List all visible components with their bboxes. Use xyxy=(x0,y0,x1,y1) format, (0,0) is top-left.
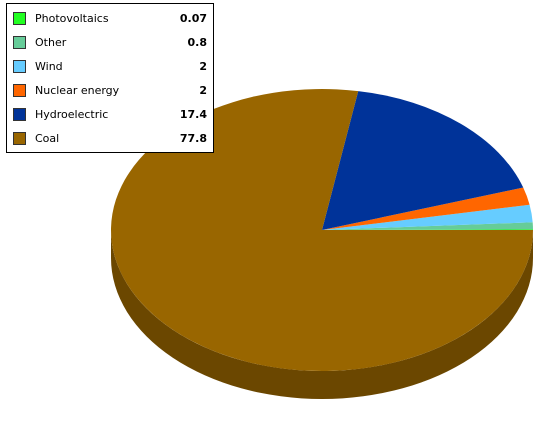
legend-value: 0.8 xyxy=(187,36,208,49)
legend-value: 17.4 xyxy=(179,108,207,121)
legend-item-other: Other 0.8 xyxy=(13,34,207,52)
legend-item-coal: Coal 77.8 xyxy=(13,130,207,148)
legend-label: Hydroelectric xyxy=(35,108,109,121)
legend-swatch xyxy=(13,108,26,121)
legend-item-hydroelectric: Hydroelectric 17.4 xyxy=(13,106,207,124)
legend-swatch xyxy=(13,132,26,145)
pie-slice-photovoltaics[interactable] xyxy=(322,229,533,230)
legend: Photovoltaics 0.07 Other 0.8 Wind 2 Nuclear en… xyxy=(6,3,214,153)
pie-slice-coal[interactable] xyxy=(111,89,533,371)
pie-side-coal xyxy=(111,230,533,399)
legend-swatch xyxy=(13,84,26,97)
legend-item-wind: Wind 2 xyxy=(13,58,207,76)
pie-slice-other[interactable] xyxy=(322,222,533,230)
pie-side-layer xyxy=(111,230,533,399)
legend-item-nuclear-energy: Nuclear energy 2 xyxy=(13,82,207,100)
pie-slice-nuclear-energy[interactable] xyxy=(322,187,530,230)
pie-slice-hydroelectric[interactable] xyxy=(322,91,524,230)
legend-value: 77.8 xyxy=(179,132,207,145)
legend-item-photovoltaics: Photovoltaics 0.07 xyxy=(13,10,207,28)
legend-value: 0.07 xyxy=(179,12,207,25)
legend-swatch xyxy=(13,36,26,49)
legend-label: Wind xyxy=(35,60,63,73)
legend-label: Coal xyxy=(35,132,60,145)
legend-label: Photovoltaics xyxy=(35,12,109,25)
legend-label: Nuclear energy xyxy=(35,84,120,97)
pie-top-layer xyxy=(111,89,533,371)
legend-value: 2 xyxy=(199,84,207,97)
pie-slice-wind[interactable] xyxy=(322,204,533,230)
legend-swatch xyxy=(13,60,26,73)
legend-swatch xyxy=(13,12,26,25)
legend-label: Other xyxy=(35,36,67,49)
legend-value: 2 xyxy=(199,60,207,73)
